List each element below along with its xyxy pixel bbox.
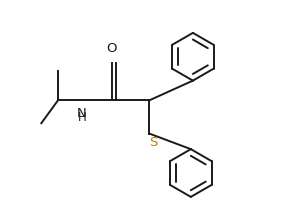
Text: H: H — [78, 111, 86, 125]
Text: N: N — [77, 107, 87, 120]
Text: O: O — [107, 42, 117, 55]
Text: S: S — [149, 136, 157, 149]
